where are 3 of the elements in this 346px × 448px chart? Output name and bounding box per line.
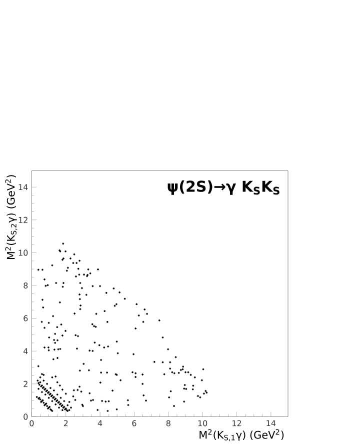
x-axis-title: M$^{2}$(K$_{S,1}$γ) (GeV$^{2}$) — [200, 429, 284, 442]
y-axis-title: M$^{2}$(K$_{S,2}$γ) (GeV$^{2}$) — [5, 175, 18, 260]
chart-title: ψ(2S)→γ K$_{S}$K$_{S}$ — [168, 180, 280, 195]
